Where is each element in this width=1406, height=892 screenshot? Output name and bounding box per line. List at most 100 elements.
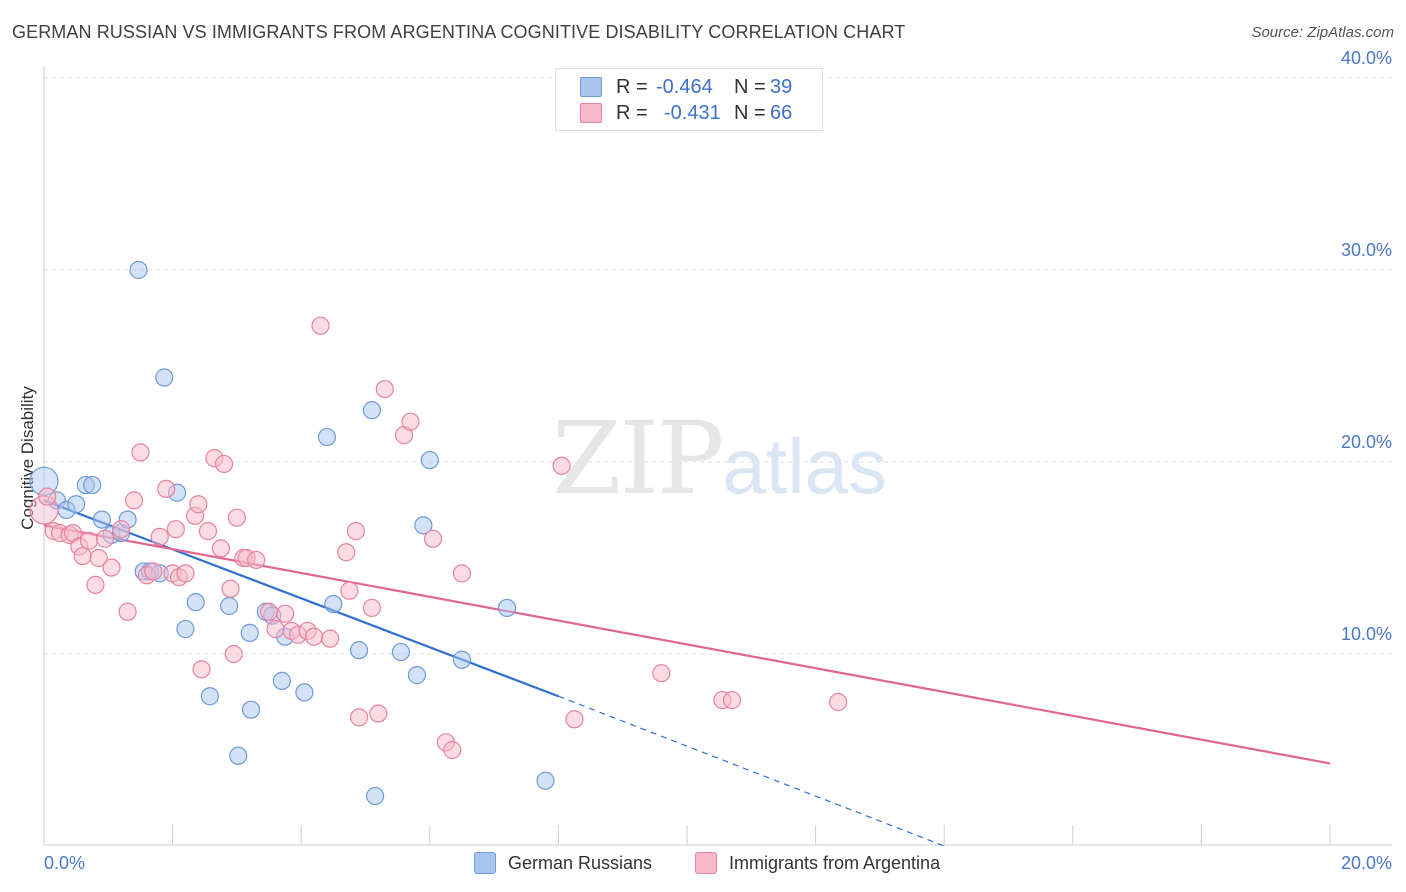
point-argentina (565, 710, 584, 729)
point-argentina (118, 602, 137, 621)
axes (43, 66, 1392, 846)
point-argentina (79, 531, 99, 550)
legend-r-label: R = (616, 101, 648, 124)
point-argentina (304, 627, 324, 646)
watermark-zip: ZIP (552, 400, 724, 517)
point-german-russians (241, 700, 261, 719)
trend-line-german-russians-extension (558, 695, 945, 847)
tick-labels: 10.0% 20.0% 30.0% 40.0% 0.0% 20.0% (44, 48, 1392, 873)
x-tick-label: 20.0% (1341, 853, 1392, 873)
point-german-russians (420, 450, 439, 470)
point-argentina (362, 598, 382, 618)
point-argentina (89, 548, 108, 568)
point-argentina (224, 644, 243, 664)
y-tick-label: 20.0% (1341, 432, 1392, 452)
legend-row-german-russians: R = -0.464 N = 39 (580, 75, 792, 99)
point-argentina (214, 454, 234, 474)
x-tick-label: 0.0% (44, 853, 85, 873)
point-german-russians (362, 401, 382, 420)
point-argentina (829, 692, 848, 712)
point-german-russians (229, 746, 248, 765)
legend-n-label: N = (734, 101, 766, 124)
point-argentina (86, 575, 105, 594)
point-argentina (189, 495, 208, 514)
point-argentina (722, 690, 742, 710)
legend-n-value: 66 (770, 101, 793, 124)
point-argentina (124, 491, 144, 510)
point-german-russians (220, 596, 239, 616)
point-argentina (423, 529, 443, 548)
legend-r-value: -0.431 (664, 101, 721, 124)
point-german-russians (407, 666, 427, 685)
bottom-legend-label: Immigrants from Argentina (729, 852, 941, 873)
point-argentina (176, 564, 195, 583)
point-german-russians (200, 687, 219, 706)
point-argentina (157, 479, 176, 498)
legend-n-label: N = (734, 75, 766, 98)
point-german-russians (155, 368, 174, 387)
point-argentina (150, 527, 169, 546)
bottom-legend-argentina: Immigrants from Argentina (695, 852, 940, 874)
point-argentina (375, 379, 394, 399)
point-german-russians (176, 619, 195, 639)
point-argentina (276, 604, 295, 623)
point-argentina (652, 664, 671, 683)
bottom-legend-german-russians: German Russians (474, 852, 652, 874)
point-german-russians (391, 642, 410, 662)
point-argentina (259, 602, 279, 621)
point-german-russians (92, 510, 111, 529)
point-german-russians (317, 427, 337, 447)
y-tick-label: 30.0% (1341, 240, 1392, 260)
watermark: ZIPatlas (552, 400, 887, 517)
point-german-russians (349, 641, 369, 660)
source-label: Source: ZipAtlas.com (1251, 24, 1394, 41)
point-argentina (552, 456, 571, 475)
point-german-russians (452, 650, 472, 669)
y-tick-label: 40.0% (1341, 48, 1392, 68)
point-argentina (192, 660, 211, 679)
legend: R = -0.464 N = 39 R = -0.431 N = 66 (555, 68, 823, 131)
bottom-legend-label: German Russians (508, 852, 653, 873)
legend-row-argentina: R = -0.431 N = 66 (580, 101, 792, 125)
point-argentina (349, 708, 369, 727)
grid-lines (44, 77, 1392, 655)
point-german-russians (240, 623, 259, 642)
legend-r-label: R = (616, 75, 648, 98)
point-argentina (401, 412, 420, 431)
chart-title: GERMAN RUSSIAN VS IMMIGRANTS FROM ARGENT… (12, 22, 906, 42)
point-argentina (266, 619, 285, 639)
legend-swatch-pink (580, 103, 602, 123)
point-argentina (131, 443, 150, 462)
point-german-russians (414, 516, 433, 535)
data-points (29, 260, 848, 806)
point-argentina (144, 562, 163, 581)
point-argentina (452, 564, 472, 583)
point-german-russians (83, 475, 102, 495)
point-argentina (198, 522, 218, 541)
point-german-russians (366, 786, 385, 806)
point-argentina (346, 522, 365, 541)
point-argentina (112, 520, 131, 539)
bottom-legend-swatch-blue (474, 852, 496, 874)
point-german-russians (497, 598, 517, 618)
point-argentina (369, 704, 388, 723)
point-argentina (321, 629, 340, 648)
legend-n-value: 39 (770, 75, 793, 98)
point-argentina (211, 539, 230, 558)
point-argentina (443, 740, 462, 760)
point-argentina (38, 487, 57, 506)
bottom-legend-swatch-pink (695, 852, 717, 874)
point-german-russians (67, 495, 86, 514)
point-argentina (311, 316, 330, 335)
point-german-russians (272, 671, 292, 690)
point-argentina (95, 529, 115, 548)
point-argentina (247, 550, 266, 570)
point-german-russians (324, 594, 343, 614)
point-german-russians (536, 771, 555, 790)
point-argentina (340, 581, 359, 600)
point-argentina (73, 546, 92, 566)
point-german-russians (295, 683, 314, 702)
point-argentina (102, 558, 121, 577)
point-german-russians (129, 260, 148, 280)
